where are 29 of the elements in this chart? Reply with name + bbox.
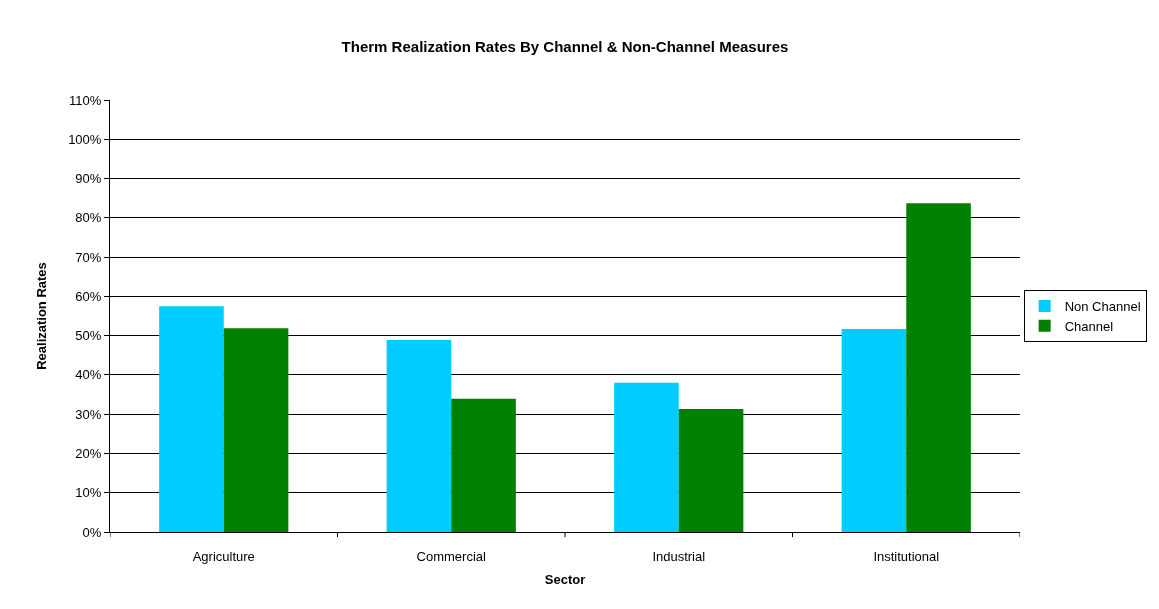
y-tick-label: 50% [75, 328, 102, 344]
x-axis-title: Sector [544, 572, 586, 588]
y-tick-label: 40% [75, 367, 102, 383]
y-tick-label: 90% [75, 171, 102, 187]
x-tick-label: Industrial [652, 548, 706, 564]
y-axis-title: Realization Rates [34, 262, 50, 370]
x-tick-label: Agriculture [192, 548, 255, 564]
y-tick-label: 30% [75, 406, 102, 422]
y-tick-label: 20% [75, 446, 102, 461]
bar [386, 339, 452, 532]
x-tick-label: Commercial [416, 548, 487, 564]
bar [614, 382, 679, 532]
y-tick-label: 70% [75, 249, 102, 265]
bar [451, 398, 516, 532]
bar [906, 203, 971, 532]
chart-title: Therm Realization Rates By Channel & Non-Channel Measures [341, 38, 789, 56]
bar [159, 306, 224, 532]
x-tick-label: Institutional [873, 548, 940, 564]
legend-label: Non Channel [1064, 299, 1141, 315]
y-tick-label: 0% [82, 524, 102, 540]
bar [678, 409, 744, 532]
bar [223, 328, 289, 532]
y-tick-label: 80% [75, 210, 102, 226]
legend-label: Channel [1064, 318, 1114, 334]
y-tick-label: 10% [75, 485, 102, 501]
y-tick-label: 60% [75, 288, 102, 304]
y-tick-label: 110% [69, 92, 102, 108]
bar [841, 328, 907, 532]
y-tick-label: 100% [68, 131, 102, 147]
